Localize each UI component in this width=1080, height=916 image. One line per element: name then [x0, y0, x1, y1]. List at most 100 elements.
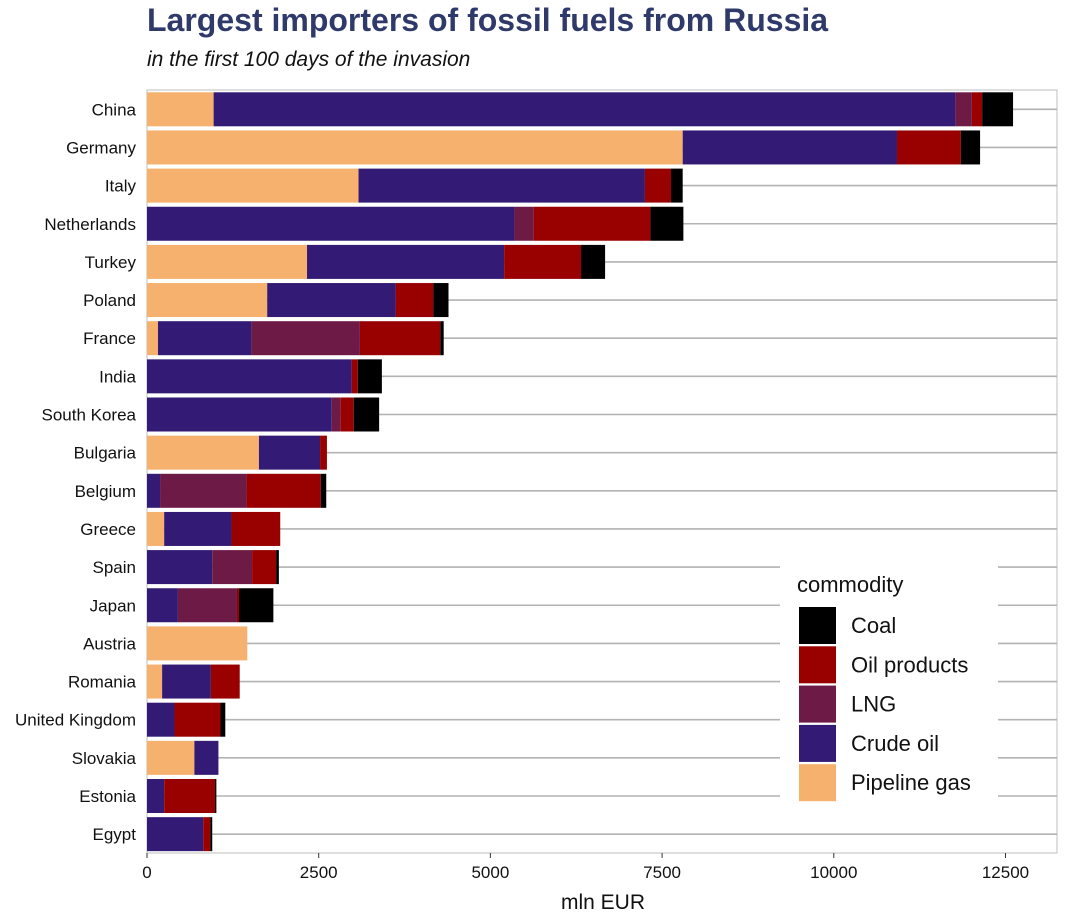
bar-segment — [220, 702, 226, 737]
bar-segment — [320, 473, 327, 508]
bar-segment — [971, 92, 983, 127]
bars — [147, 92, 1014, 852]
bar-segment — [231, 511, 281, 546]
x-tick-label: 12500 — [982, 863, 1029, 882]
bar-segment — [671, 168, 683, 203]
chart-title: Largest importers of fossil fuels from R… — [147, 2, 829, 38]
x-tick-label: 2500 — [300, 863, 338, 882]
bar-segment — [147, 702, 175, 737]
bar-segment — [395, 283, 434, 318]
legend-label: LNG — [851, 692, 896, 717]
y-tick-label: Belgium — [75, 482, 136, 501]
bar-segment — [214, 779, 217, 813]
bar-segment — [147, 664, 163, 699]
y-tick-label: Slovakia — [72, 749, 137, 768]
plot-panel-border — [146, 89, 1058, 854]
bar-segment — [440, 321, 444, 356]
bar-segment — [147, 511, 165, 546]
bar-segment — [504, 244, 582, 279]
bar-segment — [213, 92, 956, 127]
bar-segment — [351, 359, 358, 394]
legend-items: Coal Oil products LNG Crude oil Pipeline gas — [799, 607, 971, 802]
bar-segment — [644, 168, 672, 203]
y-tick-label: Turkey — [85, 253, 137, 272]
x-tick-label: 10000 — [810, 863, 857, 882]
bar-segment — [147, 92, 214, 127]
bar-segment — [353, 397, 380, 432]
y-tick-label: South Korea — [41, 406, 136, 425]
y-tick-label: France — [83, 329, 136, 348]
bar-segment — [533, 206, 651, 241]
bar-segment — [147, 588, 178, 623]
x-tick-label: 0 — [142, 863, 151, 882]
bar-segment — [212, 550, 253, 585]
bar-segment — [147, 283, 268, 318]
bar-segment — [147, 740, 195, 775]
bar-segment — [194, 740, 219, 775]
bar-segment — [177, 588, 237, 623]
bar-segment — [307, 244, 505, 279]
y-tick-label: Greece — [80, 520, 136, 539]
y-tick-label: Netherlands — [44, 215, 136, 234]
bar-segment — [236, 588, 240, 623]
bar-segment — [147, 397, 332, 432]
bar-segment — [147, 435, 259, 470]
bar-segment — [650, 206, 684, 241]
bar-segment — [955, 92, 972, 127]
y-tick-label: Spain — [93, 558, 136, 577]
bar-segment — [239, 588, 274, 623]
bar-segment — [210, 817, 213, 852]
chart-subtitle: in the first 100 days of the invasion — [147, 48, 471, 71]
legend-label: Crude oil — [851, 731, 939, 756]
bar-segment — [174, 702, 221, 737]
bar-segment — [340, 397, 354, 432]
x-axis: 0 2500 5000 7500 10000 12500 — [142, 853, 1029, 882]
bar-segment — [258, 435, 321, 470]
y-tick-label: Estonia — [79, 787, 136, 806]
bar-segment — [147, 779, 165, 813]
bar-segment — [203, 817, 211, 852]
y-tick-label: Egypt — [93, 825, 137, 844]
bar-segment — [147, 168, 359, 203]
y-tick-label: China — [92, 100, 137, 119]
bar-segment — [147, 321, 158, 356]
bar-segment — [982, 92, 1014, 127]
bar-segment — [164, 511, 232, 546]
bar-segment — [147, 550, 213, 585]
bar-segment — [147, 206, 515, 241]
legend-swatch — [799, 685, 836, 723]
bar-segment — [276, 550, 279, 585]
y-tick-label: Bulgaria — [74, 444, 137, 463]
bar-segment — [210, 664, 240, 699]
legend-swatch — [799, 764, 836, 802]
legend: commodity Coal Oil products LNG Crude oil Pi… — [780, 562, 998, 816]
bar-segment — [358, 168, 645, 203]
bar-segment — [320, 435, 327, 470]
x-axis-label: mln EUR — [561, 891, 645, 914]
bar-segment — [157, 321, 252, 356]
bar-segment — [251, 321, 360, 356]
bar-segment — [147, 626, 248, 661]
y-tick-label: Poland — [83, 291, 136, 310]
y-tick-label: Austria — [83, 634, 136, 653]
legend-label: Oil products — [851, 652, 968, 677]
x-tick-label: 7500 — [643, 863, 681, 882]
bar-segment — [147, 473, 161, 508]
legend-swatch — [799, 607, 836, 644]
y-tick-label: Japan — [90, 596, 136, 615]
bar-segment — [162, 664, 211, 699]
bar-segment — [147, 817, 204, 852]
bar-segment — [160, 473, 247, 508]
bar-segment — [147, 359, 352, 394]
bar-segment — [331, 397, 341, 432]
bar-segment — [147, 244, 308, 279]
legend-title: commodity — [797, 572, 903, 597]
legend-swatch — [799, 724, 836, 762]
y-tick-label: Romania — [68, 673, 137, 692]
bar-segment — [682, 130, 897, 165]
bar-segment — [357, 359, 382, 394]
legend-swatch — [799, 646, 836, 684]
y-tick-label: Italy — [105, 177, 137, 196]
bar-segment — [433, 283, 449, 318]
